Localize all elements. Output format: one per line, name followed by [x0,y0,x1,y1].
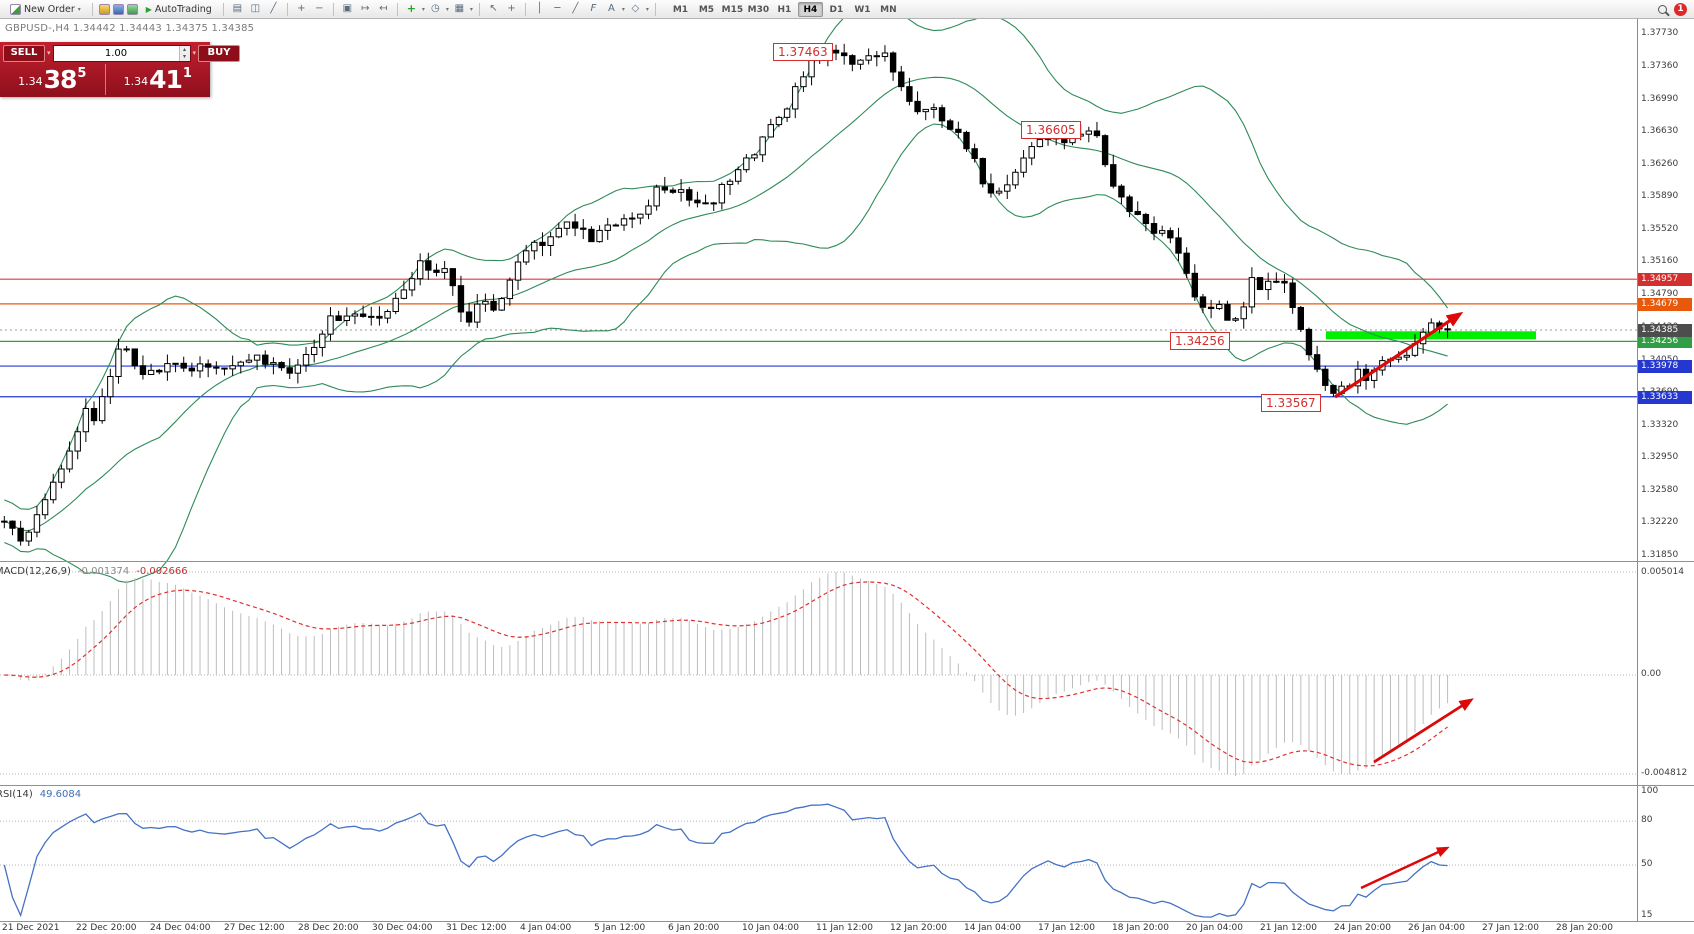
price-axis[interactable] [1637,19,1694,921]
timeframe-button-D1[interactable]: D1 [829,4,844,15]
navigator-icon[interactable] [126,3,138,15]
chart-shift-icon[interactable]: ↤ [379,3,388,14]
time-axis-separator[interactable] [0,921,1694,922]
timeframe-button-M15[interactable]: M15 [721,4,744,15]
timeframe-button-M1[interactable]: M1 [672,4,689,15]
macd-trend-arrow[interactable] [1373,698,1474,764]
buy-price[interactable]: 1.34 41 1 [106,64,211,95]
add-indicator-icon[interactable]: + [406,2,416,15]
toolbar-separator [524,2,526,16]
chevron-down-icon[interactable]: ▾ [192,49,197,57]
new-order-label: New Order [24,3,75,15]
toolbar-right-group: 1 [1658,2,1689,16]
vertical-line-tool-icon[interactable]: │ [536,3,543,14]
toolbar-separator [222,2,224,16]
chevron-down-icon: ▾ [645,5,649,13]
macd-signal-line [4,581,1448,767]
volume-stepper: ▴ ▾ [178,45,190,61]
timeframe-button-W1[interactable]: W1 [854,4,871,15]
rsi-line [3,803,1448,918]
toolbar-separator [396,2,398,16]
macd-signal-value: -0.002666 [136,566,188,577]
macd-histogram [11,572,1449,776]
one-click-trading-panel: SELL ▾ ▴ ▾ ▾ BUY 1.34 38 5 1.34 41 1 [0,42,241,97]
macd-value: -0.001374 [77,566,130,577]
period-clock-icon[interactable]: ◷ [430,3,440,14]
chevron-down-icon: ▾ [469,5,473,13]
support-zone-highlight[interactable] [1326,331,1536,340]
zoom-out-icon[interactable]: − [315,3,324,14]
timeframe-button-H4[interactable]: H4 [797,1,823,17]
chevron-down-icon: ▾ [445,5,449,13]
candlestick-chart-icon[interactable]: ◫ [250,3,261,14]
toolbar-separator [332,2,334,16]
chevron-down-icon: ▾ [77,5,81,13]
band-upper-line [4,5,1449,510]
rsi-name: RSI(14) [0,789,33,800]
timeframe-button-M30[interactable]: M30 [747,4,770,15]
timeframe-button-H1[interactable]: H1 [777,4,792,15]
rsi-indicator-label: RSI(14) 49.6084 [0,789,81,800]
text-tool-icon[interactable]: A [607,3,615,14]
line-chart-icon[interactable]: ╱ [270,3,277,14]
volume-up-button[interactable]: ▴ [179,45,190,53]
notification-badge[interactable]: 1 [1674,2,1687,16]
toolbar-separator [91,2,93,16]
horizontal-line-tool-icon[interactable]: ─ [554,3,561,14]
main-trend-arrow[interactable] [1334,311,1464,399]
data-window-icon[interactable] [112,3,124,15]
timeframe-toolbar: M1 M5 M15 M30 H1 H4 D1 W1 MN [668,1,901,17]
band-lower-line [4,123,1448,584]
volume-field: ▴ ▾ [52,44,191,62]
buy-price-big: 41 [149,65,183,94]
buy-button[interactable]: BUY [198,44,241,62]
market-watch-icon[interactable] [98,3,110,15]
panel-separator-rsi[interactable] [0,785,1694,786]
new-order-icon [10,3,21,15]
autotrading-play-icon: ▶ [145,4,152,14]
chevron-down-icon[interactable]: ▾ [47,49,51,57]
templates-icon[interactable]: ▦ [454,3,465,14]
crosshair-icon[interactable]: + [507,3,516,14]
band-middle-line [4,76,1448,532]
buy-price-sup: 1 [182,66,192,81]
volume-down-button[interactable]: ▾ [179,53,190,61]
new-order-button[interactable]: New Order ▾ [5,2,86,17]
auto-scroll-icon[interactable]: ↦ [361,3,370,14]
trendline-tool-icon[interactable]: ╱ [572,3,579,14]
sell-price-small: 1.34 [18,75,43,88]
macd-name: MACD(12,26,9) [0,566,71,577]
timeframe-button-MN[interactable]: MN [880,4,897,15]
candlesticks [1,43,1451,547]
sell-button[interactable]: SELL [3,44,45,62]
chevron-down-icon: ▾ [421,5,425,13]
cursor-icon[interactable]: ↖ [489,3,498,14]
tile-windows-icon[interactable]: ▣ [342,3,353,14]
sell-price[interactable]: 1.34 38 5 [0,64,106,95]
sell-price-sup: 5 [77,66,87,81]
sell-price-big: 38 [43,65,78,94]
macd-indicator-label: MACD(12,26,9) -0.001374 -0.002666 [0,566,188,577]
panel-separator-macd[interactable] [0,561,1694,562]
main-toolbar: New Order ▾ ▶ AutoTrading ▤ ◫ ╱ + − ▣ ↦ … [0,0,1694,19]
buy-price-small: 1.34 [123,75,149,88]
autotrading-button[interactable]: ▶ AutoTrading [141,2,217,17]
fibonacci-tool-icon[interactable]: F [590,3,597,14]
shapes-tool-icon[interactable]: ◇ [631,3,640,14]
timeframe-button-M5[interactable]: M5 [698,4,715,15]
toolbar-separator [654,2,656,16]
bar-chart-icon[interactable]: ▤ [232,3,243,14]
chevron-down-icon: ▾ [621,5,625,13]
volume-input[interactable] [53,47,179,59]
zoom-in-icon[interactable]: + [297,3,306,14]
toolbar-separator [286,2,288,16]
rsi-trend-arrow[interactable] [1360,846,1450,890]
search-icon[interactable] [1658,4,1667,14]
autotrading-label: AutoTrading [154,3,212,15]
symbol-ohlc-label: GBPUSD-,H4 1.34442 1.34443 1.34375 1.343… [5,23,255,34]
toolbar-separator [478,2,480,16]
rsi-value: 49.6084 [39,789,82,800]
